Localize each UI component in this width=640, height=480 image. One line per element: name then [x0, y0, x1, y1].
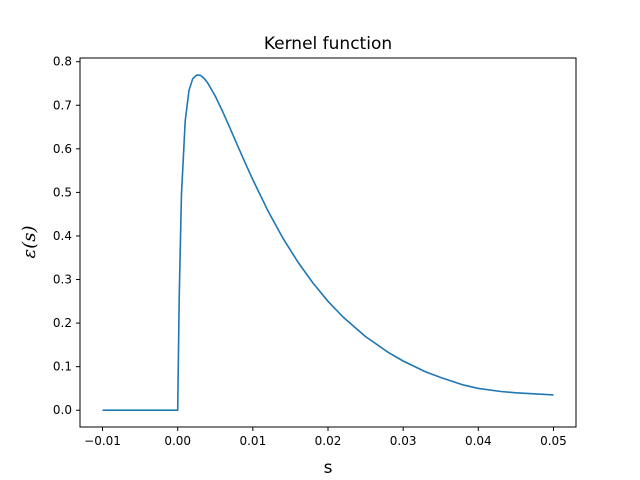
x-tick-label: 0.01	[239, 434, 266, 448]
y-tick-label: 0.2	[53, 316, 72, 330]
chart-title: Kernel function	[264, 34, 392, 54]
y-axis-ticks: 0.0 0.1 0.2 0.3 0.4 0.5 0.6 0.7 0.8	[53, 55, 80, 417]
x-tick-label: 0.03	[390, 434, 417, 448]
x-tick-label: 0.02	[315, 434, 342, 448]
y-tick-label: 0.6	[53, 142, 72, 156]
y-tick-label: 0.0	[53, 403, 72, 417]
y-tick-label: 0.3	[53, 273, 72, 287]
x-axis-label: s	[324, 458, 333, 478]
plot-frame	[79, 57, 577, 428]
y-tick-label: 0.4	[53, 229, 72, 243]
y-tick-label: 0.7	[53, 98, 72, 112]
y-tick-label: 0.5	[53, 185, 72, 199]
y-tick-label: 0.1	[53, 360, 72, 374]
x-tick-label: 0.05	[540, 434, 567, 448]
y-axis-label: ε(s)	[19, 226, 40, 259]
x-axis-ticks: −0.01 0.00 0.01 0.02 0.03 0.04 0.05	[84, 427, 567, 448]
series-group	[102, 74, 554, 412]
x-tick-label: 0.04	[465, 434, 492, 448]
y-tick-label: 0.8	[53, 55, 72, 69]
x-tick-label: −0.01	[84, 434, 121, 448]
x-tick-label: 0.00	[164, 434, 191, 448]
series-line-0	[102, 74, 554, 412]
